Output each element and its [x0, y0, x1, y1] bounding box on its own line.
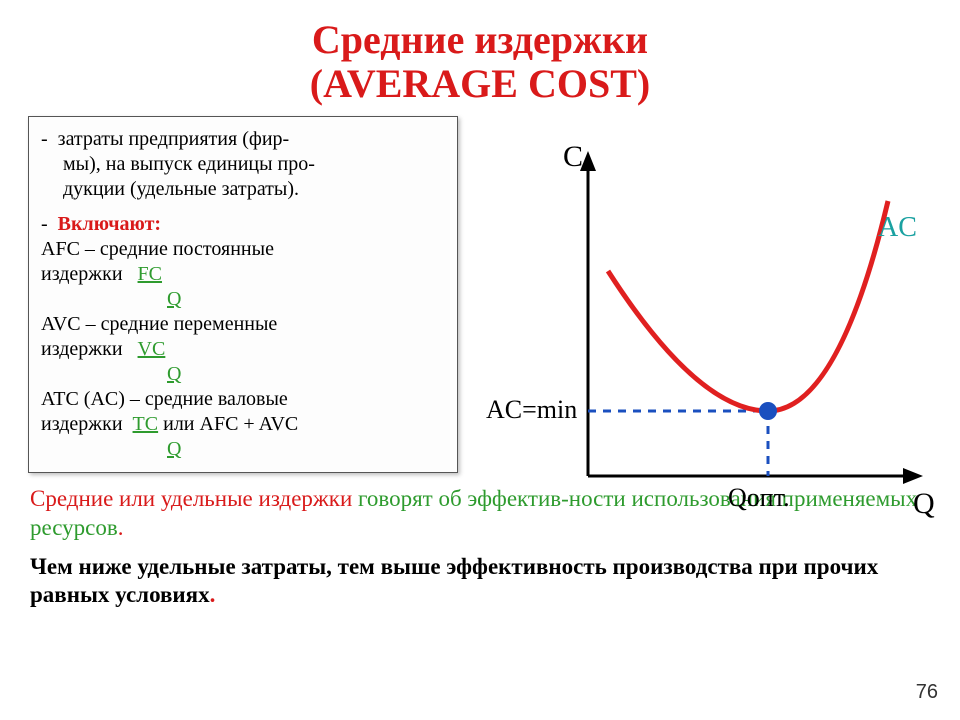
fc-symbol: FC — [138, 263, 162, 285]
ac-curve-chart: C Q AC AC=min Qопт. — [468, 116, 938, 526]
qopt-label: Qопт. — [728, 483, 790, 512]
y-axis-label: C — [563, 140, 583, 173]
avc-line: AVC – средние переменные — [41, 312, 445, 337]
left-column: - затраты предприятия (фир- мы), на выпу… — [28, 116, 458, 473]
includes-line: - Включают: — [41, 212, 445, 237]
def-line: мы), на выпуск единицы про- — [41, 152, 445, 177]
afc-line: AFC – средние постоянные — [41, 237, 445, 262]
def-line: дукции (удельные затраты). — [41, 177, 445, 202]
q-divisor: Q — [41, 437, 445, 462]
curve-label: AC — [878, 212, 917, 243]
x-axis-arrow — [903, 468, 923, 484]
chart-area: C Q AC AC=min Qопт. — [458, 116, 932, 473]
ac-curve — [608, 201, 888, 411]
q-divisor: Q — [41, 362, 445, 387]
afc-line2: издержки FC — [41, 262, 445, 287]
q-divisor: Q — [41, 287, 445, 312]
content-row: - затраты предприятия (фир- мы), на выпу… — [0, 106, 960, 473]
title-line1: Средние издержки — [0, 18, 960, 62]
min-point — [759, 402, 777, 420]
bottom-para-2: Чем ниже удельные затраты, тем выше эффе… — [30, 553, 930, 611]
atc-line: ATC (AC) – средние валовые — [41, 387, 445, 412]
slide-title: Средние издержки (AVERAGE COST) — [0, 0, 960, 106]
title-line2: (AVERAGE COST) — [0, 62, 960, 106]
def-line: - затраты предприятия (фир- — [41, 127, 445, 152]
avc-line2: издержки VC — [41, 337, 445, 362]
vc-symbol: VC — [138, 338, 166, 360]
min-label: AC=min — [486, 395, 577, 424]
definition-box: - затраты предприятия (фир- мы), на выпу… — [28, 116, 458, 473]
tc-symbol: TC — [133, 413, 159, 435]
page-number: 76 — [916, 681, 938, 704]
x-axis-label: Q — [913, 487, 935, 520]
atc-line2: издержки TC или AFC + AVC — [41, 412, 445, 437]
